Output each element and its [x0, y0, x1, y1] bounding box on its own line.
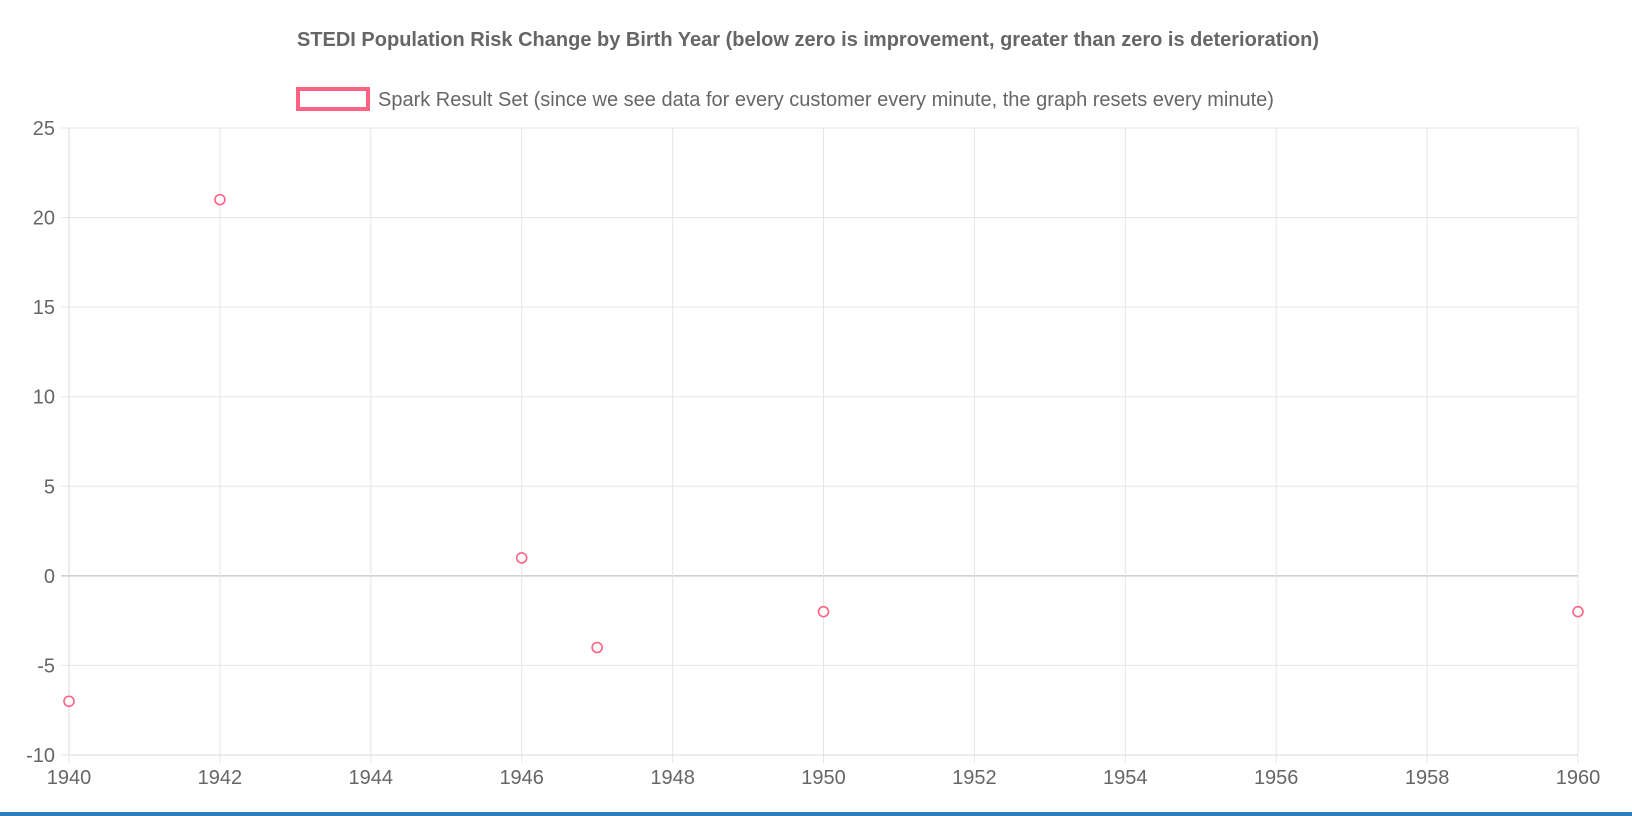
data-point[interactable]: [63, 695, 75, 708]
x-tick-label: 1942: [198, 767, 243, 789]
x-tick-label: 1940: [47, 767, 92, 789]
data-point[interactable]: [214, 193, 226, 206]
x-tick-label: 1950: [801, 767, 846, 789]
chart-title: STEDI Population Risk Change by Birth Ye…: [297, 29, 1319, 51]
y-tick-label: 5: [44, 476, 55, 498]
data-points: [63, 193, 1584, 708]
y-tick-label: -5: [37, 655, 55, 677]
legend[interactable]: Spark Result Set (since we see data for …: [296, 87, 1274, 111]
y-tick-label: 10: [33, 387, 55, 409]
data-point[interactable]: [591, 641, 603, 654]
data-point[interactable]: [515, 552, 528, 564]
x-tick-label: 1944: [349, 767, 394, 789]
x-tick-label: 1948: [650, 767, 695, 789]
x-tick-label: 1956: [1254, 767, 1299, 789]
x-tick-label: 1946: [499, 767, 544, 789]
y-tick-label: 15: [33, 297, 55, 319]
bottom-accent-bar: [0, 812, 1632, 816]
y-tick-label: 0: [44, 566, 55, 588]
legend-swatch[interactable]: [296, 87, 370, 111]
y-tick-label: -10: [26, 745, 55, 767]
grid: [61, 127, 1579, 763]
data-point[interactable]: [1572, 605, 1584, 618]
data-point[interactable]: [817, 605, 830, 618]
x-tick-label: 1960: [1556, 767, 1601, 789]
y-tick-label: 20: [33, 208, 55, 230]
x-tick-label: 1954: [1103, 767, 1148, 789]
legend-label[interactable]: Spark Result Set (since we see data for …: [378, 89, 1274, 111]
x-tick-label: 1952: [952, 767, 997, 789]
x-tick-label: 1958: [1405, 767, 1450, 789]
y-tick-label: 25: [33, 118, 55, 140]
